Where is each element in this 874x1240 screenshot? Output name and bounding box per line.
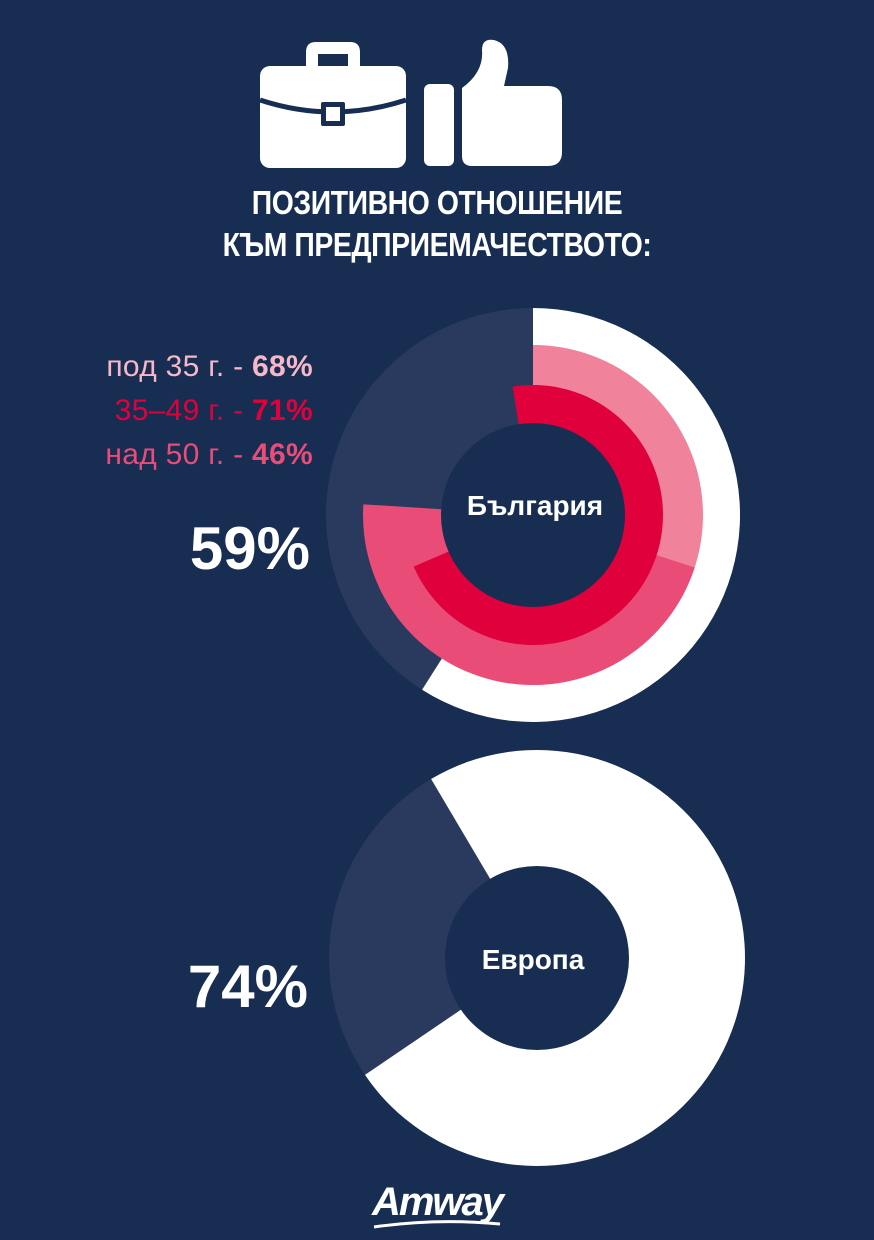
bulgaria-center-hole [441, 423, 625, 607]
thumbs-up-icon [424, 39, 562, 166]
europe-total-percent: 74% [187, 953, 308, 1020]
logo-swoosh [373, 1220, 501, 1229]
legend-35-49: 35–49 г. - 71% [114, 394, 313, 427]
legend-under-35: под 35 г. - 68% [106, 350, 313, 383]
legend-over-50: над 50 г. - 46% [105, 438, 313, 471]
page-title-line-1: ПОЗИТИВНО ОТНОШЕНИЕ [251, 184, 623, 221]
bulgaria-total-percent: 59% [189, 515, 310, 582]
amway-logo: Amway [371, 1180, 504, 1224]
europe-center-label: Европа [481, 944, 585, 975]
bulgaria-center-label: България [466, 490, 604, 521]
page-title-line-2: КЪМ ПРЕДПРИЕМАЧЕСТВОТО: [222, 226, 652, 263]
briefcase-icon [259, 42, 407, 168]
europe-center-hole [445, 866, 629, 1050]
